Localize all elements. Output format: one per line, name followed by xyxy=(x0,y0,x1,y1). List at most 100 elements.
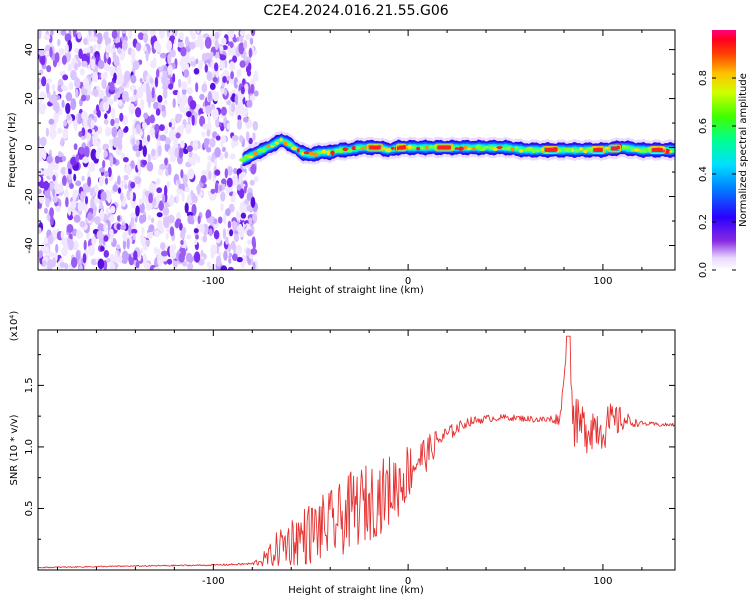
noise-blob xyxy=(187,262,194,270)
noise-blob xyxy=(229,30,235,39)
noise-blob xyxy=(185,123,192,135)
track-speckle xyxy=(501,147,507,151)
noise-blob xyxy=(244,83,249,92)
noise-blob xyxy=(157,95,163,103)
noise-blob xyxy=(103,119,109,125)
noise-blob xyxy=(78,147,85,155)
noise-blob xyxy=(94,216,101,225)
noise-blob xyxy=(164,125,169,135)
track-speckle xyxy=(638,149,644,153)
noise-blob xyxy=(250,248,258,255)
noise-blob xyxy=(130,217,135,228)
noise-blob xyxy=(74,77,81,89)
noise-blob xyxy=(92,88,99,97)
noise-blob xyxy=(253,90,259,97)
noise-blob xyxy=(167,163,172,176)
noise-blob xyxy=(116,244,121,250)
noise-blob xyxy=(214,147,221,158)
noise-blob xyxy=(145,49,149,62)
noise-blob xyxy=(184,186,190,193)
noise-blob xyxy=(80,94,87,102)
noise-blob xyxy=(62,128,69,140)
track-speckle xyxy=(484,145,489,149)
noise-blob xyxy=(38,150,43,161)
noise-blob xyxy=(72,240,79,251)
noise-blob xyxy=(112,51,117,61)
noise-blob xyxy=(234,94,239,105)
track-speckle xyxy=(583,149,588,153)
noise-blob xyxy=(121,49,126,59)
noise-blob xyxy=(75,153,80,163)
noise-blob xyxy=(142,145,147,158)
noise-blob xyxy=(38,48,46,57)
noise-blob xyxy=(250,196,256,208)
track-speckle xyxy=(274,141,279,145)
noise-blob xyxy=(161,74,168,85)
noise-blob xyxy=(235,244,242,256)
noise-blob xyxy=(202,106,206,113)
noise-blob xyxy=(233,233,239,243)
noise-blob xyxy=(45,198,50,208)
noise-blob xyxy=(55,205,61,213)
noise-blob xyxy=(155,108,161,116)
noise-blob xyxy=(207,161,212,169)
noise-blob xyxy=(131,137,136,146)
noise-blob xyxy=(191,203,197,216)
noise-blob xyxy=(130,228,138,235)
track-speckle xyxy=(355,146,362,150)
noise-blob xyxy=(172,73,176,83)
track-speckle xyxy=(531,148,537,153)
noise-blob xyxy=(124,126,129,133)
noise-blob xyxy=(189,100,197,110)
y-tick-label: 0 xyxy=(24,144,35,150)
noise-blob xyxy=(167,258,173,265)
noise-blob xyxy=(163,99,168,106)
noise-blob xyxy=(242,50,247,61)
track-speckle xyxy=(454,147,459,150)
noise-blob xyxy=(109,81,115,92)
noise-blob xyxy=(114,250,118,263)
noise-blob xyxy=(213,230,220,240)
noise-blob xyxy=(228,257,232,264)
noise-blob xyxy=(226,75,231,81)
noise-blob xyxy=(88,245,95,257)
noise-blob xyxy=(168,83,174,90)
noise-blob xyxy=(186,87,193,95)
noise-blob xyxy=(164,185,168,196)
noise-blob xyxy=(153,101,159,110)
track-speckle xyxy=(308,151,314,156)
noise-blob xyxy=(142,122,148,130)
track-speckle xyxy=(257,148,263,152)
colorbar-ticks: 0.0 0.2 0.4 0.6 0.8 xyxy=(698,70,736,278)
snr-frame xyxy=(37,329,676,571)
track-speckle xyxy=(621,144,627,150)
noise-blob xyxy=(81,60,88,68)
noise-blob xyxy=(161,254,168,262)
noise-blob xyxy=(91,36,98,42)
noise-blob xyxy=(215,255,222,267)
noise-blob xyxy=(73,173,77,182)
noise-blob xyxy=(140,247,144,254)
noise-blob xyxy=(236,36,240,42)
noise-blob xyxy=(162,87,168,100)
noise-blob xyxy=(132,232,136,241)
noise-blob xyxy=(62,74,69,81)
noise-blob xyxy=(154,230,160,238)
noise-blob xyxy=(225,208,231,217)
noise-blob xyxy=(180,169,184,179)
track-speckle xyxy=(519,149,524,153)
noise-blob xyxy=(70,156,78,166)
noise-blob xyxy=(38,181,46,189)
noise-blob xyxy=(58,151,62,158)
noise-blob xyxy=(142,159,148,166)
noise-blob xyxy=(162,194,166,205)
noise-blob xyxy=(177,90,181,103)
noise-blob xyxy=(117,215,121,222)
noise-blob xyxy=(66,224,74,233)
noise-blob xyxy=(122,231,128,242)
noise-blob xyxy=(116,223,122,231)
noise-blob xyxy=(107,56,111,66)
noise-blob xyxy=(54,52,60,63)
noise-blob xyxy=(183,62,190,70)
noise-blob xyxy=(65,92,73,102)
